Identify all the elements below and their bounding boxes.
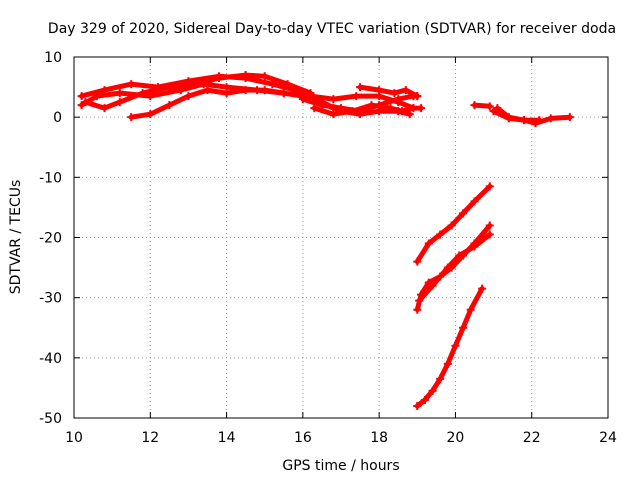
x-axis-label: GPS time / hours (282, 458, 399, 474)
x-tick-label: 12 (141, 430, 159, 446)
y-axis-label: SDTVAR / TECUs (8, 180, 24, 295)
data-point-marker (417, 104, 425, 112)
y-tick-label: -40 (39, 351, 62, 367)
sdtvar-chart: Day 329 of 2020, Sidereal Day-to-day VTE… (0, 0, 640, 480)
x-tick-label: 20 (447, 430, 465, 446)
series-line-track-11 (417, 186, 490, 261)
y-tick-label: -10 (39, 170, 62, 186)
y-tick-label: 10 (44, 50, 62, 66)
x-tick-label: 18 (370, 430, 388, 446)
x-tick-label: 10 (65, 430, 83, 446)
x-tick-label: 14 (218, 430, 236, 446)
x-tick-label: 24 (599, 430, 617, 446)
x-tick-label: 16 (294, 430, 312, 446)
y-tick-label: -20 (39, 231, 62, 247)
axis-ticks: 10 12 14 16 18 20 22 24 -50 -40 -30 -20 -10 0 10 (39, 50, 617, 446)
data-point-marker (471, 101, 479, 109)
series-line-track-10 (494, 111, 540, 120)
series-layer (78, 71, 574, 410)
y-tick-label: -30 (39, 291, 62, 307)
data-point-marker (566, 113, 574, 121)
y-tick-label: -50 (39, 411, 62, 427)
chart-title: Day 329 of 2020, Sidereal Day-to-day VTE… (48, 21, 616, 37)
y-tick-label: 0 (53, 110, 62, 126)
x-tick-label: 22 (523, 430, 541, 446)
series-line-track-14 (417, 289, 482, 406)
